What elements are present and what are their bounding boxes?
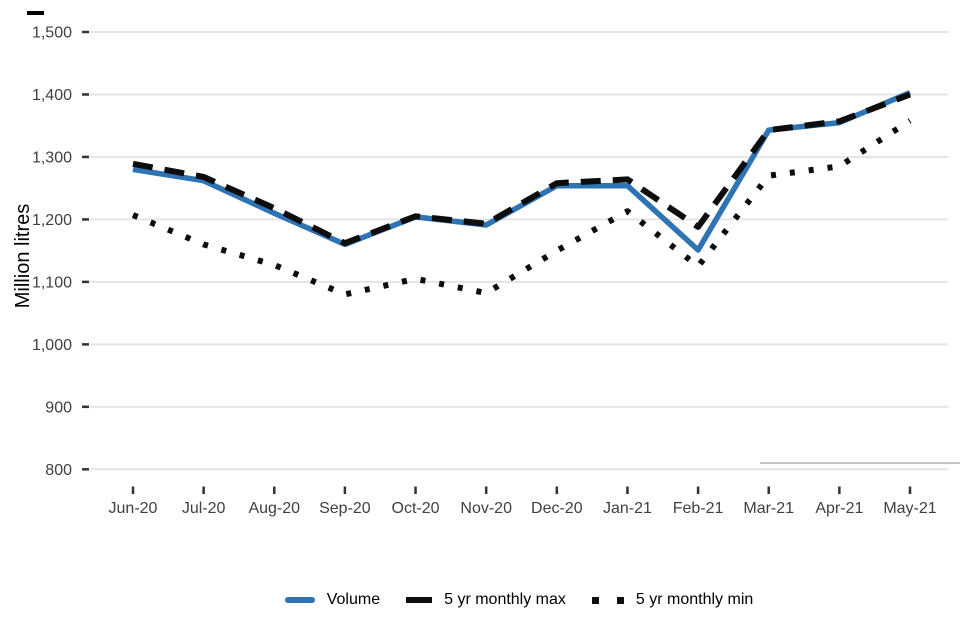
page-edge-artifact-line: [27, 11, 44, 15]
x-tick-label: Jul-20: [182, 500, 226, 517]
y-tick-label: 1,400: [32, 87, 72, 104]
series-line-5-yr-monthly-min: [131, 118, 912, 298]
page-edge-artifact-line-2: [760, 462, 960, 464]
chart-legend: Volume 5 yr monthly max 5 yr monthly min: [90, 585, 948, 615]
x-tick-label: Sep-20: [319, 500, 371, 517]
legend-item-max: 5 yr monthly max: [406, 591, 566, 609]
x-tick-label: May-21: [883, 500, 936, 517]
legend-label-volume: Volume: [326, 591, 381, 608]
x-tick-label: Jan-21: [603, 500, 652, 517]
dot-icon: [616, 596, 624, 604]
y-tick-label: 1,100: [32, 274, 72, 291]
dashed-line-swatch-icon: [406, 597, 433, 603]
y-tick-label: 800: [45, 462, 72, 479]
line-chart-plot: 800 900 1,000 1,100 1,200 1,300 1,400 1,500 Jun-…: [32, 25, 948, 517]
dotted-line-swatch-icon: [591, 596, 624, 604]
series-line-5-yr-monthly-max: [132, 91, 912, 247]
dot-icon: [591, 596, 599, 604]
x-tick-label: Dec-20: [531, 500, 583, 517]
legend-item-volume: Volume: [284, 591, 381, 609]
y-tick-label: 1,300: [32, 149, 72, 166]
y-tick-label: 1,000: [32, 337, 72, 354]
x-tick-label: Feb-21: [673, 500, 724, 517]
legend-label-max: 5 yr monthly max: [444, 591, 566, 608]
y-tick-label: 1,200: [32, 212, 72, 229]
y-axis-title: Million litres: [12, 203, 34, 309]
x-tick-label: Aug-20: [248, 500, 300, 517]
y-tick-label: 900: [45, 399, 72, 416]
legend-label-min: 5 yr monthly min: [635, 591, 754, 608]
y-tick-label: 1,500: [32, 25, 72, 42]
x-tick-label: Oct-20: [392, 500, 440, 517]
x-tick-label: Apr-21: [815, 500, 863, 517]
legend-item-min: 5 yr monthly min: [591, 591, 754, 609]
x-tick-label: Jun-20: [109, 500, 158, 517]
x-tick-label: Mar-21: [743, 500, 794, 517]
solid-line-swatch-icon: [284, 597, 315, 603]
x-tick-label: Nov-20: [460, 500, 512, 517]
